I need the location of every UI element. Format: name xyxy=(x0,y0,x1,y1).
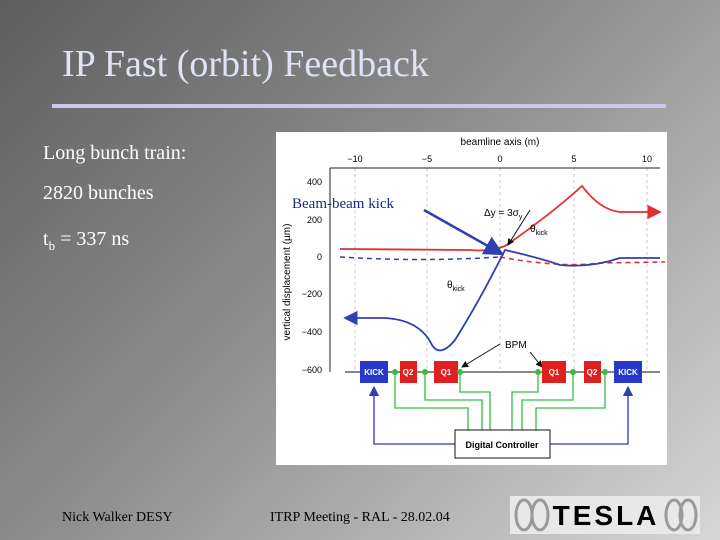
annotation: Beam-beam kick xyxy=(292,196,395,212)
x-tick-label: 5 xyxy=(571,154,576,164)
delta-pointer xyxy=(507,209,531,246)
elements: KICK Q2 Q1 Q1 Q2 KICK xyxy=(360,361,642,383)
logo-text: TESLA xyxy=(553,500,660,531)
logo-rings xyxy=(514,498,698,532)
footer-center: ITRP Meeting - RAL - 28.02.04 xyxy=(270,510,450,525)
controller-label: Digital Controller xyxy=(465,440,538,450)
element-label: Q2 xyxy=(587,368,598,377)
kicker xyxy=(360,361,388,383)
y-tick-label: 200 xyxy=(307,215,322,225)
bullet-text: t xyxy=(43,228,49,250)
bpm-label: BPM xyxy=(505,340,527,351)
x-ticks: −10 −5 0 5 10 xyxy=(347,154,652,164)
title-rule xyxy=(52,104,666,108)
bullet: tb = 337 ns xyxy=(43,228,129,254)
slide-title: IP Fast (orbit) Feedback xyxy=(62,43,429,85)
delta-y-text: Δy = 3σ xyxy=(484,208,520,219)
element-label: KICK xyxy=(364,368,384,377)
x-tick-label: −10 xyxy=(347,154,362,164)
controller-box xyxy=(454,429,551,459)
beam-blue-dashed xyxy=(339,256,501,261)
theta-text: θ xyxy=(530,224,536,235)
figure-background xyxy=(276,132,667,465)
kicker xyxy=(614,361,642,383)
y-ticks: 400 200 0 −200 −400 −600 xyxy=(302,177,322,375)
kick-pointer xyxy=(423,208,505,256)
bpm-pointer xyxy=(461,343,501,368)
kick-line xyxy=(368,385,455,445)
x-tick-label: 0 xyxy=(497,154,502,164)
theta-text: θ xyxy=(447,280,453,291)
quadrupole xyxy=(584,361,601,383)
signal-lines xyxy=(394,372,606,430)
bullet-subscript: b xyxy=(48,238,56,253)
footer-left: Nick Walker DESY xyxy=(62,510,173,525)
y-tick-label: 0 xyxy=(317,252,322,262)
x-axis-label: beamline axis (m) xyxy=(461,137,540,148)
theta-sub: kick xyxy=(453,286,466,293)
logo: TESLA xyxy=(510,496,700,534)
theta-label: θkick xyxy=(530,224,548,237)
delta-y: Δy = 3σy xyxy=(484,208,523,221)
bpm-pointer xyxy=(529,351,543,368)
quadrupole xyxy=(400,361,417,383)
kick-line xyxy=(550,385,634,445)
quadrupole xyxy=(542,361,566,383)
y-tick-label: 400 xyxy=(307,177,322,187)
element-label: KICK xyxy=(618,368,638,377)
quadrupole xyxy=(434,361,458,383)
x-tick-label: 10 xyxy=(642,154,652,164)
theta-sub: kick xyxy=(536,230,549,237)
bullet-text: = 337 ns xyxy=(55,228,130,250)
element-label: Q1 xyxy=(549,368,560,377)
feedback-figure: beamline axis (m) −10 −5 0 5 10 400 200 … xyxy=(276,132,667,465)
y-axis-label: vertical displacement (µm) xyxy=(282,224,293,341)
bullet: Long bunch train: xyxy=(43,142,187,164)
theta-label: θkick xyxy=(447,280,465,293)
y-tick-label: −600 xyxy=(302,365,322,375)
y-tick-label: −400 xyxy=(302,327,322,337)
bpm-dots xyxy=(392,369,608,375)
bullet: 2820 bunches xyxy=(43,182,154,204)
element-label: Q2 xyxy=(403,368,414,377)
x-tick-label: −5 xyxy=(422,154,432,164)
beam-blue xyxy=(384,248,660,352)
y-tick-label: −200 xyxy=(302,289,322,299)
delta-y-sub: y xyxy=(519,214,523,221)
element-label: Q1 xyxy=(441,368,452,377)
